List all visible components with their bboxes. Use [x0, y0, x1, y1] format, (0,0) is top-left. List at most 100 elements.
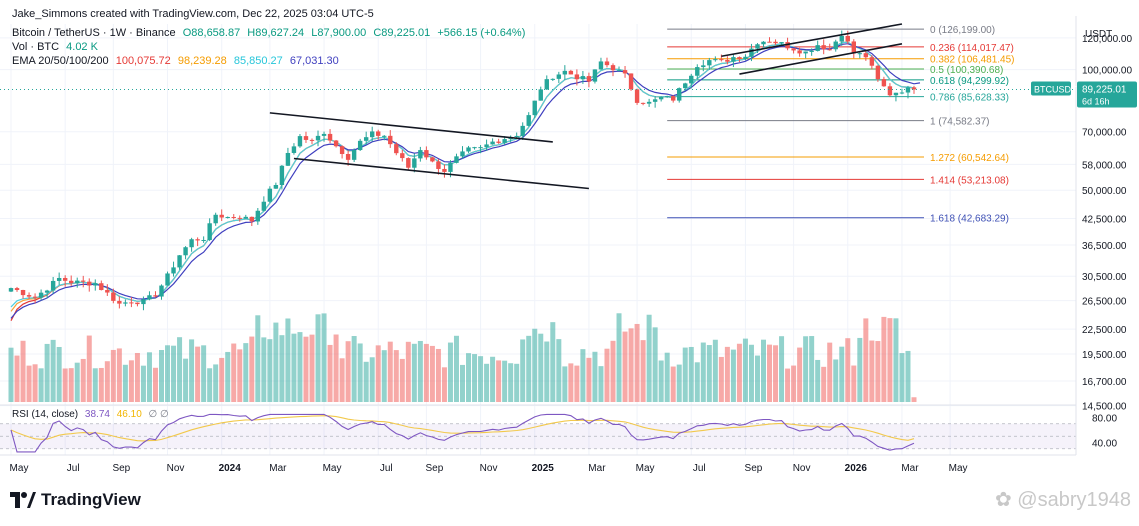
fib-level-label: 1 (74,582.37) — [930, 117, 990, 128]
candle-body — [767, 41, 772, 43]
volume-bar — [32, 364, 38, 402]
watermark-text: @sabry1948 — [1017, 489, 1131, 511]
volume-bar — [706, 345, 712, 402]
volume-bar — [845, 338, 851, 402]
volume-bar — [417, 340, 423, 402]
volume-bar — [68, 368, 74, 402]
symbol-badge — [1031, 81, 1071, 96]
candle-body — [743, 56, 748, 60]
time-tick-label: 2026 — [845, 463, 868, 474]
volume-bar — [742, 338, 748, 402]
candle-body — [652, 99, 658, 102]
candle-body — [646, 101, 652, 104]
candle-body — [568, 70, 574, 75]
candle-body — [135, 302, 140, 305]
volume-bar — [285, 318, 291, 402]
candle-body — [833, 41, 838, 50]
candle-body — [20, 289, 26, 296]
volume-bar — [628, 328, 634, 402]
candle-body — [153, 295, 158, 297]
ema-legend[interactable]: EMA 20/50/100/200 100,075.72 98,239.28 8… — [12, 55, 343, 67]
volume-bar — [393, 350, 399, 402]
volume-bar — [761, 339, 766, 402]
volume-bar — [62, 368, 68, 402]
price-badge-value: 89,225.01 — [1082, 84, 1127, 95]
volume-bar — [809, 336, 815, 402]
volume-bar — [14, 355, 20, 402]
volume-bar — [351, 336, 357, 402]
volume-legend[interactable]: Vol · BTC 4.02 K — [12, 41, 102, 53]
volume-bar — [821, 366, 827, 402]
candle-body — [664, 96, 670, 98]
volume-bar — [863, 318, 869, 402]
price-tick-label: 26,500.00 — [1082, 297, 1127, 308]
rsi-legend[interactable]: RSI (14, close) 38.74 46.10 ∅ ∅ — [12, 409, 173, 420]
candle-body — [69, 280, 74, 284]
volume-bar — [526, 335, 532, 402]
candle-body — [382, 135, 387, 137]
volume-bar — [321, 313, 327, 402]
volume-bar — [622, 331, 628, 402]
volume-bar — [502, 360, 508, 402]
volume-bar — [736, 343, 742, 402]
candle-body — [761, 41, 766, 45]
volume-bar — [447, 342, 453, 402]
volume-bar — [183, 358, 189, 402]
volume-bar — [152, 367, 158, 402]
symbol-line: Bitcoin / TetherUS · 1W · Binance — [12, 27, 176, 39]
candle-body — [797, 50, 802, 54]
time-tick-label: 2024 — [219, 463, 242, 474]
volume-bar — [237, 349, 243, 402]
candle-body — [237, 217, 242, 219]
candle-body — [484, 144, 489, 148]
fib-level-label: 0.5 (100,390.68) — [930, 65, 1003, 76]
fib-level-label: 0.382 (106,481.45) — [930, 55, 1015, 66]
symbol-legend[interactable]: Bitcoin / TetherUS · 1W · Binance O88,65… — [12, 27, 529, 39]
volume-bar — [104, 361, 110, 402]
candle-body — [544, 79, 549, 90]
candle-body — [622, 70, 628, 74]
trend-line-lower — [739, 43, 903, 75]
price-tick-label: 58,000.00 — [1082, 160, 1127, 171]
currency-label: USDT — [1085, 29, 1112, 40]
volume-bar — [122, 364, 128, 402]
candle-body — [14, 288, 20, 290]
trend-line-lower — [293, 157, 590, 190]
candle-body — [345, 154, 351, 160]
volume-bar — [887, 318, 893, 402]
volume-bar — [423, 343, 429, 402]
volume-bar — [261, 337, 267, 402]
volume-bar — [911, 397, 917, 402]
tradingview-logo[interactable]: TradingView — [10, 490, 141, 510]
volume-bar — [748, 344, 754, 402]
ema50-value: 98,239.28 — [177, 55, 227, 67]
candle-body — [628, 73, 634, 90]
volume-bar — [134, 352, 140, 402]
watermark-icon: ✿ — [994, 489, 1018, 511]
volume-bar — [676, 364, 682, 402]
volume-bar — [375, 345, 381, 402]
candle-body — [526, 115, 531, 126]
volume-bar — [92, 368, 98, 402]
ema100-value: 85,850.27 — [233, 55, 283, 67]
volume-bar — [50, 339, 56, 402]
candle-body — [32, 296, 38, 298]
volume-bar — [562, 366, 568, 402]
candle-body — [56, 277, 62, 281]
volume-bar — [791, 365, 797, 402]
candle-body — [147, 295, 152, 300]
time-tick-label: Jul — [693, 463, 706, 474]
ema-20-line — [10, 41, 915, 321]
volume-bar — [303, 336, 309, 402]
time-tick-label: 2025 — [532, 463, 555, 474]
volume-bar — [658, 360, 664, 402]
volume-bar — [670, 366, 676, 402]
rsi-line — [10, 413, 915, 453]
candle-body — [502, 139, 507, 143]
price-tick-label: 120,000.00 — [1082, 34, 1132, 45]
candle-body — [821, 45, 826, 50]
candle-body — [490, 141, 495, 145]
volume-bar — [604, 348, 610, 402]
trend-line-upper — [269, 112, 553, 143]
